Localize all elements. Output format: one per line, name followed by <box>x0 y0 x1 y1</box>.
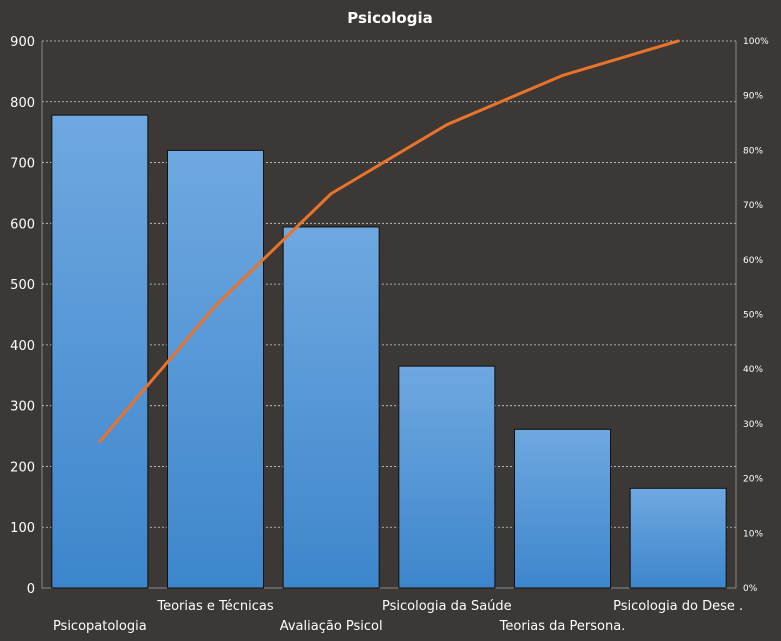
y2-tick-label: 50% <box>743 311 763 321</box>
axes <box>41 41 737 589</box>
y2-tick-label: 70% <box>743 201 763 211</box>
y2-tick-label: 60% <box>743 256 763 266</box>
y-tick-label: 500 <box>10 278 35 293</box>
x-category-label: Psicologia do Dese . <box>613 599 743 614</box>
line-point <box>329 192 333 196</box>
y2-tick-label: 100% <box>743 37 769 47</box>
bars <box>51 114 727 589</box>
line-point <box>561 73 564 77</box>
y2-tick-label: 90% <box>743 92 763 102</box>
y2-tick-label: 20% <box>743 475 763 485</box>
y-tick-label: 800 <box>10 96 35 111</box>
cumulative-percent-line <box>98 39 679 443</box>
x-category-label: Psicopatologia <box>53 619 147 634</box>
x-category-label: Avaliação Psicol <box>280 619 383 634</box>
bar <box>398 365 496 589</box>
y-tick-label: 700 <box>10 157 35 172</box>
y-tick-label: 200 <box>10 460 35 475</box>
y-tick-label: 900 <box>10 35 35 50</box>
y2-tick-label: 30% <box>743 420 763 430</box>
y2-tick-label: 0% <box>743 584 758 594</box>
tick-labels: 0 100 200 300 400 500 600 700 800 900 0% 10% 20% 30% 4… <box>10 35 769 634</box>
y-tick-label: 400 <box>10 339 35 354</box>
line-point <box>214 304 217 308</box>
bar <box>166 149 265 589</box>
cumulative-line <box>98 39 680 443</box>
bar <box>282 226 380 589</box>
y2-tick-label: 80% <box>743 146 763 156</box>
y-tick-label: 300 <box>10 400 35 415</box>
y-tick-label: 100 <box>10 521 35 536</box>
x-category-label: Psicologia da Saúde <box>382 599 512 614</box>
x-category-label: Teorias e Técnicas <box>156 599 273 614</box>
y-tick-label: 0 <box>27 582 35 597</box>
y2-tick-label: 10% <box>743 529 763 539</box>
bar <box>513 428 612 589</box>
line-point <box>676 39 680 43</box>
bar <box>51 114 149 589</box>
x-category-label: Teorias da Persona. <box>499 619 626 634</box>
line-point <box>98 439 102 443</box>
chart-title: Psicologia <box>347 9 432 27</box>
y-tick-label: 600 <box>10 217 35 232</box>
line-point <box>445 123 449 127</box>
y2-tick-label: 40% <box>743 365 763 375</box>
bar <box>629 487 727 589</box>
